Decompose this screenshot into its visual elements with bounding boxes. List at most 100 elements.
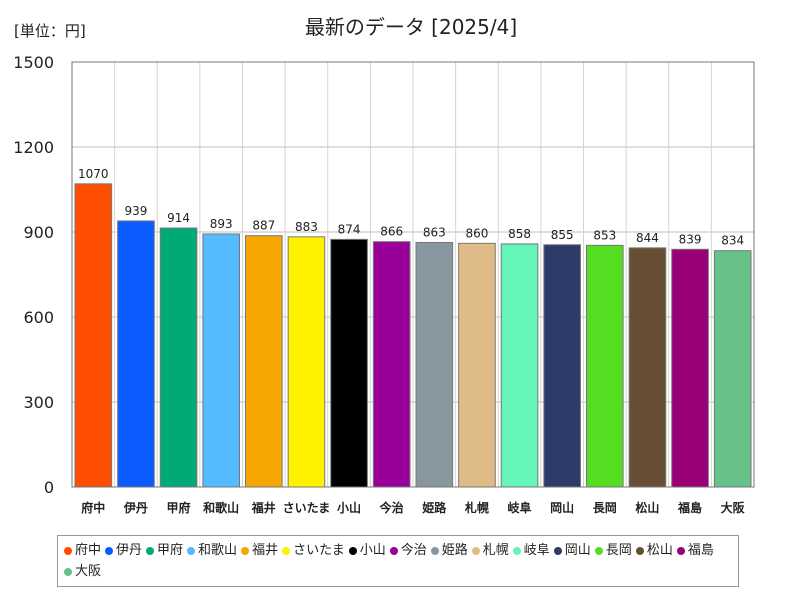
legend-label: さいたま [293,543,345,558]
legend-label: 岡山 [564,543,591,558]
legend-item: 福井 [241,540,278,561]
x-tick-label: 今治 [379,500,404,515]
legend-swatch [676,546,685,555]
legend-swatch [553,546,562,555]
x-tick-label: 小山 [337,500,361,515]
value-label: 860 [465,226,488,240]
y-axis: 0 300 600 900 1200 1500 [13,53,54,497]
legend-item: 岡山 [553,540,591,561]
x-tick-label: 姫路 [422,500,447,515]
bar-福島 [671,248,709,488]
chart-title: 最新のデータ [2025/4] [305,15,517,39]
x-tick-label: 甲府 [167,500,191,515]
x-tick-label: 長岡 [593,500,617,515]
value-label: 844 [636,231,659,245]
bars [74,183,752,488]
plot-frame [71,61,755,488]
legend-swatch [105,546,114,555]
legend-swatch [187,546,196,555]
legend-label: 福井 [252,543,279,558]
legend-label: 大阪 [75,564,102,579]
value-label: 834 [721,234,744,248]
legend-item: 大阪 [64,561,101,582]
x-tick-label: 松山 [635,500,659,515]
x-tick-label: 大阪 [721,500,746,515]
bar-甲府 [159,227,198,488]
legend-item: 今治 [389,540,427,561]
bar-大阪 [713,250,752,488]
bar-小山 [330,238,368,488]
y-tick-label: 0 [44,478,54,497]
bar-和歌山 [202,233,240,488]
value-labels: 1070 939 914 893 887 883 874 866 863 860 858 855 853… [78,167,744,248]
value-label: 855 [551,228,574,242]
x-tick-label: 府中 [81,500,105,515]
value-label: 883 [295,220,318,234]
legend-swatch [64,546,72,555]
bar-岐阜 [500,243,539,488]
legend-swatch [389,546,398,555]
legend-label: 長岡 [605,543,632,558]
legend-label: 和歌山 [198,543,238,558]
legend-swatch [430,546,439,555]
legend: 府中 伊丹 甲府 和歌山 福井 さいたま 小山 今治 姫路 札幌 岐阜 岡山 長岡 松山 福島大阪 [57,535,739,587]
x-tick-label: さいたま [283,501,331,515]
legend-label: 松山 [646,543,673,558]
bar-さいたま [287,236,326,488]
legend-swatch [348,546,357,555]
legend-item: 岐阜 [512,540,550,561]
bar-府中 [74,183,113,488]
legend-swatch [146,546,155,555]
x-tick-label: 札幌 [464,500,489,515]
bar-今治 [372,241,411,488]
value-label: 866 [380,225,403,239]
legend-swatch [471,546,480,555]
legend-item: 長岡 [594,540,632,561]
value-label: 863 [423,225,446,239]
legend-item: 小山 [348,540,386,561]
legend-item: 伊丹 [105,540,142,561]
legend-item: 和歌山 [187,540,237,561]
legend-item: さいたま [282,540,345,561]
unit-label: [単位：円] [14,22,86,40]
value-label: 853 [593,228,616,242]
bar-札幌 [458,242,496,488]
bar-姫路 [415,241,454,488]
value-label: 887 [252,219,275,233]
legend-item: 札幌 [471,540,509,561]
legend-label: 小山 [359,543,386,558]
legend-swatch [64,567,72,576]
bar-伊丹 [117,220,155,488]
bar-岡山 [543,244,581,488]
y-tick-label: 600 [23,308,54,327]
y-tick-label: 300 [23,393,54,412]
value-label: 858 [508,227,531,241]
legend-swatch [282,546,291,555]
value-label: 893 [210,217,233,231]
x-tick-label: 和歌山 [202,500,239,515]
legend-swatch [635,546,644,555]
bar-福井 [245,235,283,488]
legend-label: 福島 [687,543,714,558]
legend-item: 松山 [635,540,673,561]
x-tick-label: 岐阜 [508,500,532,515]
x-tick-label: 岡山 [550,500,574,515]
value-label: 874 [338,222,361,236]
value-label: 1070 [78,167,109,181]
legend-item: 甲府 [146,540,183,561]
value-label: 939 [124,204,147,218]
legend-item: 福島 [676,540,714,561]
x-axis: 府中 伊丹 甲府 和歌山 福井 さいたま 小山 今治 姫路 札幌 岐阜 岡山 長岡 松山 福島 大阪 [81,500,745,515]
legend-swatch [594,546,603,555]
legend-item: 姫路 [430,540,468,561]
x-tick-label: 福井 [251,500,276,515]
value-label: 839 [679,232,702,246]
legend-swatch [512,546,521,555]
legend-swatch [241,546,250,555]
y-tick-label: 1200 [13,138,54,157]
legend-label: 府中 [75,543,102,558]
legend-label: 伊丹 [116,543,143,558]
x-tick-label: 福島 [677,500,702,515]
bar-長岡 [586,244,624,488]
